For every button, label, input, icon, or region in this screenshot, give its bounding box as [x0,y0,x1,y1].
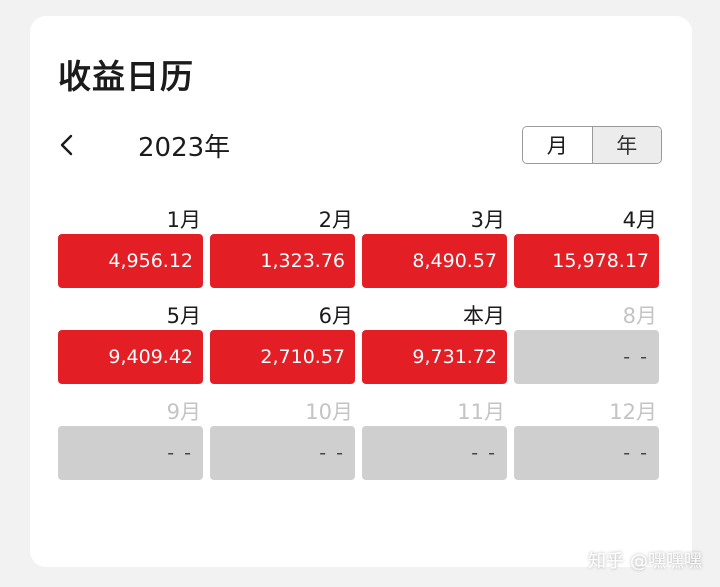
month-earnings-value: 2,710.57 [210,330,355,384]
month-earnings-value: 1,323.76 [210,234,355,288]
month-cell[interactable]: 4月 15,978.17 [514,206,659,288]
month-label: 6月 [318,304,353,328]
month-earnings-value: 9,731.72 [362,330,507,384]
page-title: 收益日历 [58,57,194,96]
month-earnings-value: - - [514,330,659,384]
month-earnings-value: 4,956.12 [58,234,203,288]
month-label: 9月 [166,400,201,424]
month-cell[interactable]: 3月 8,490.57 [362,206,507,288]
view-mode-toggle: 月 年 [522,126,662,164]
month-cell[interactable]: 本月 9,731.72 [362,302,507,384]
month-cell[interactable]: 8月 - - [514,302,659,384]
previous-year-button[interactable] [52,128,82,162]
month-cell[interactable]: 6月 2,710.57 [210,302,355,384]
watermark-text: 知乎 @嘿嘿嘿 [588,551,702,572]
month-earnings-value: - - [58,426,203,480]
month-label: 4月 [622,208,657,232]
current-year-label: 2023年 [138,133,231,163]
month-view-tab[interactable]: 月 [523,127,592,163]
month-label: 10月 [305,400,353,424]
month-cell[interactable]: 2月 1,323.76 [210,206,355,288]
month-grid: 1月 4,956.12 2月 1,323.76 3月 8,490.57 4月 1… [58,206,659,480]
month-earnings-value: 9,409.42 [58,330,203,384]
month-label: 1月 [166,208,201,232]
month-cell[interactable]: 12月 - - [514,398,659,480]
month-cell[interactable]: 1月 4,956.12 [58,206,203,288]
month-label: 12月 [609,400,657,424]
month-earnings-value: 8,490.57 [362,234,507,288]
month-label: 3月 [470,208,505,232]
earnings-calendar-card: 收益日历 2023年 月 年 1月 4,956.12 2月 1,323.76 3… [30,16,692,567]
month-cell[interactable]: 9月 - - [58,398,203,480]
month-label: 8月 [622,304,657,328]
month-earnings-value: - - [362,426,507,480]
month-label: 本月 [463,304,505,328]
month-label: 2月 [318,208,353,232]
year-view-tab[interactable]: 年 [591,127,661,163]
month-earnings-value: - - [514,426,659,480]
month-label: 5月 [166,304,201,328]
month-cell[interactable]: 11月 - - [362,398,507,480]
chevron-left-icon [52,128,82,162]
month-cell[interactable]: 5月 9,409.42 [58,302,203,384]
month-earnings-value: - - [210,426,355,480]
month-label: 11月 [457,400,505,424]
month-cell[interactable]: 10月 - - [210,398,355,480]
month-earnings-value: 15,978.17 [514,234,659,288]
